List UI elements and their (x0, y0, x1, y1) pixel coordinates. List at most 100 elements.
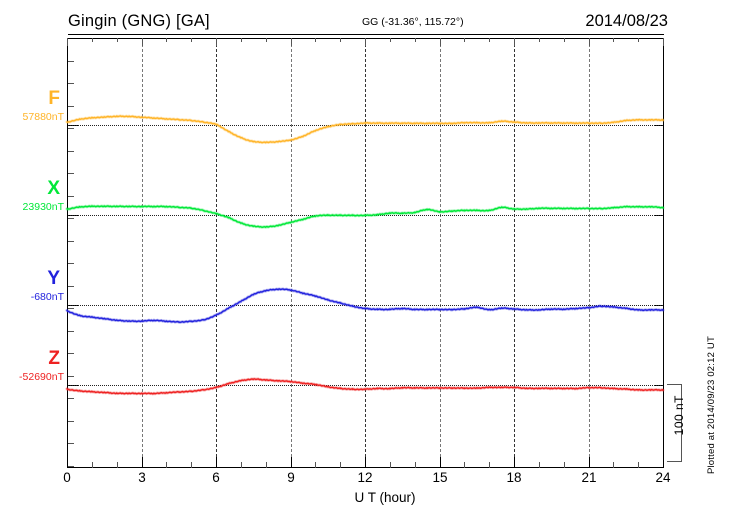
x-tick-top-24 (663, 38, 664, 46)
trace-halo-Z (65, 377, 665, 396)
component-letter-Y: Y (47, 268, 60, 289)
y-tick-minor (68, 196, 74, 197)
x-tick-1 (92, 462, 93, 468)
x-tick-top-8 (266, 38, 267, 42)
scale-bar-top-cap (667, 384, 682, 385)
gridline-hour-18 (514, 39, 516, 467)
x-tick-top-13 (390, 38, 391, 42)
x-tick-label-21: 21 (581, 470, 597, 485)
trace-X (66, 205, 664, 228)
baseline-F (68, 125, 663, 126)
x-tick-top-14 (415, 38, 416, 42)
x-tick-label-15: 15 (432, 470, 448, 485)
x-tick-0 (67, 457, 68, 468)
trace-halo-Y (65, 287, 665, 324)
y-tick-minor (68, 376, 74, 377)
y-tick-minor (68, 128, 74, 129)
x-axis-title: U T (hour) (354, 490, 416, 505)
x-tick-14 (415, 462, 416, 468)
x-tick-15 (440, 457, 441, 468)
gridline-hour-6 (216, 39, 218, 467)
x-tick-top-19 (539, 38, 540, 42)
x-tick-21 (589, 457, 590, 468)
geographic-coordinates: GG (-31.36°, 115.72°) (362, 16, 464, 28)
component-letter-X: X (47, 178, 60, 199)
header-divider (68, 34, 664, 35)
baseline-Z (68, 385, 663, 386)
x-tick-top-12 (365, 38, 366, 46)
plot-frame-left-axis (67, 38, 68, 467)
x-tick-10 (315, 462, 316, 468)
trace-F (66, 115, 664, 144)
trace-Y (66, 288, 664, 324)
x-tick-top-21 (589, 38, 590, 46)
x-tick-label-18: 18 (506, 470, 522, 485)
x-tick-16 (464, 462, 465, 468)
y-tick-minor (68, 398, 74, 399)
x-tick-top-1 (92, 38, 93, 42)
scale-bar-bottom-cap (667, 461, 682, 462)
y-tick-minor (68, 218, 74, 219)
y-tick-minor (68, 83, 74, 84)
x-tick-12 (365, 457, 366, 468)
y-tick-minor (68, 308, 74, 309)
x-tick-top-3 (142, 38, 143, 46)
y-tick-minor (68, 331, 74, 332)
y-tick-minor (68, 263, 74, 264)
x-tick-23 (638, 462, 639, 468)
scale-bar-line (681, 384, 682, 461)
x-tick-label-6: 6 (212, 470, 220, 485)
x-tick-top-5 (191, 38, 192, 42)
x-tick-top-0 (67, 38, 68, 46)
x-tick-top-20 (564, 38, 565, 42)
x-tick-18 (514, 457, 515, 468)
x-tick-4 (166, 462, 167, 468)
scale-bar-label: 100 nT (672, 395, 686, 436)
gridline-hour-21 (589, 39, 591, 467)
magnetogram-traces (65, 38, 665, 467)
x-tick-top-23 (638, 38, 639, 42)
gridline-hour-12 (365, 39, 367, 467)
x-tick-top-18 (514, 38, 515, 46)
component-baseline-value-F: 57880nT (22, 111, 64, 123)
y-tick-minor (68, 151, 74, 152)
x-tick-8 (266, 462, 267, 468)
plot-frame-right-axis (663, 38, 664, 467)
x-tick-label-3: 3 (138, 470, 146, 485)
station-title: Gingin (GNG) [GA] (68, 12, 210, 30)
x-tick-6 (216, 457, 217, 468)
x-tick-top-15 (440, 38, 441, 46)
y-tick-minor (68, 353, 74, 354)
x-tick-top-9 (291, 38, 292, 46)
y-tick-minor (68, 61, 74, 62)
x-tick-top-10 (315, 38, 316, 42)
component-baseline-value-Z: -52690nT (19, 371, 64, 383)
x-tick-17 (489, 462, 490, 468)
x-tick-13 (390, 462, 391, 468)
x-tick-3 (142, 457, 143, 468)
x-tick-top-2 (117, 38, 118, 42)
x-tick-19 (539, 462, 540, 468)
x-tick-2 (117, 462, 118, 468)
y-tick-minor (68, 421, 74, 422)
component-baseline-value-X: 23930nT (22, 201, 64, 213)
x-tick-7 (241, 462, 242, 468)
x-tick-5 (191, 462, 192, 468)
trace-Z (66, 378, 664, 395)
plotted-at-timestamp: Plotted at 2014/09/23 02:12 UT (706, 336, 717, 475)
x-tick-label-12: 12 (357, 470, 373, 485)
x-tick-top-6 (216, 38, 217, 46)
y-tick-minor (68, 106, 74, 107)
y-tick-minor (68, 466, 74, 467)
x-tick-top-4 (166, 38, 167, 42)
y-tick-minor (68, 173, 74, 174)
x-tick-top-17 (489, 38, 490, 42)
trace-halo-X (65, 204, 665, 229)
component-baseline-value-Y: -680nT (30, 291, 64, 303)
observation-date: 2014/08/23 (585, 12, 668, 30)
x-tick-label-9: 9 (287, 470, 295, 485)
x-tick-20 (564, 462, 565, 468)
y-tick-minor (68, 443, 74, 444)
